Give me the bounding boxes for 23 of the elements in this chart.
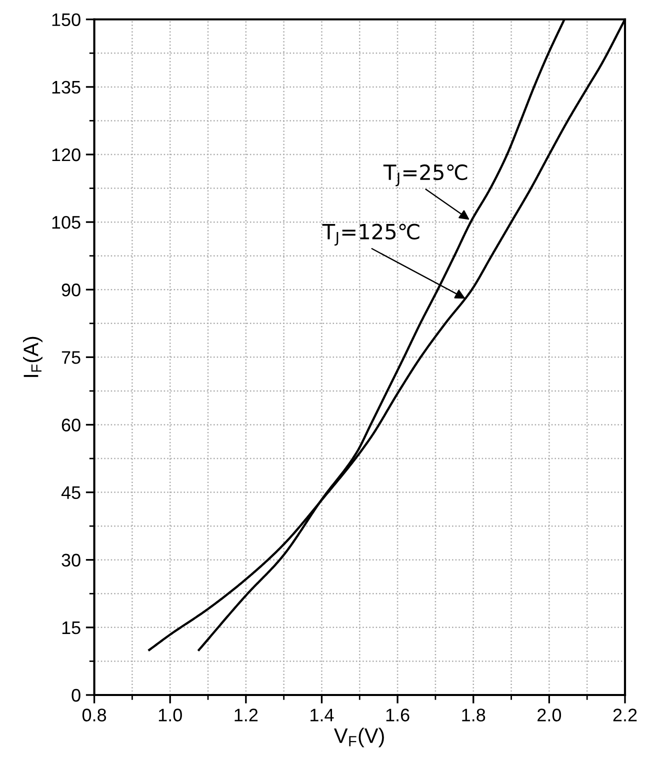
x-tick-label: 2.2 bbox=[613, 708, 637, 722]
x-tick-label: 1.4 bbox=[310, 708, 334, 722]
x-tick-label: 1.0 bbox=[158, 708, 182, 722]
y-tick-label: 105 bbox=[52, 216, 80, 229]
annotation: T$_{J}$=125℃ bbox=[322, 224, 420, 246]
y-axis-title: I$_{F}$(A) bbox=[23, 336, 42, 377]
y-tick-label: 0 bbox=[72, 688, 80, 702]
x-tick-label: 1.8 bbox=[462, 708, 486, 722]
x-tick-label: 1.2 bbox=[234, 708, 258, 722]
y-tick-label: 135 bbox=[52, 80, 80, 94]
y-tick-label: 60 bbox=[62, 418, 80, 432]
x-tick-label: 0.8 bbox=[82, 708, 106, 722]
y-tick-label: 30 bbox=[62, 554, 80, 567]
y-tick-label: 120 bbox=[52, 148, 80, 162]
y-tick-label: 15 bbox=[62, 622, 80, 634]
x-axis-title: V$_{F}$(V) bbox=[334, 728, 384, 748]
y-tick-label: 150 bbox=[52, 13, 80, 26]
x-tick-label: 2.0 bbox=[538, 708, 562, 722]
annotation: T$_{J}$=25℃ bbox=[383, 164, 468, 186]
x-tick-label: 1.6 bbox=[386, 708, 410, 722]
y-tick-label: 45 bbox=[61, 486, 80, 500]
y-tick-label: 75 bbox=[62, 351, 80, 364]
y-tick-label: 90 bbox=[62, 284, 80, 296]
